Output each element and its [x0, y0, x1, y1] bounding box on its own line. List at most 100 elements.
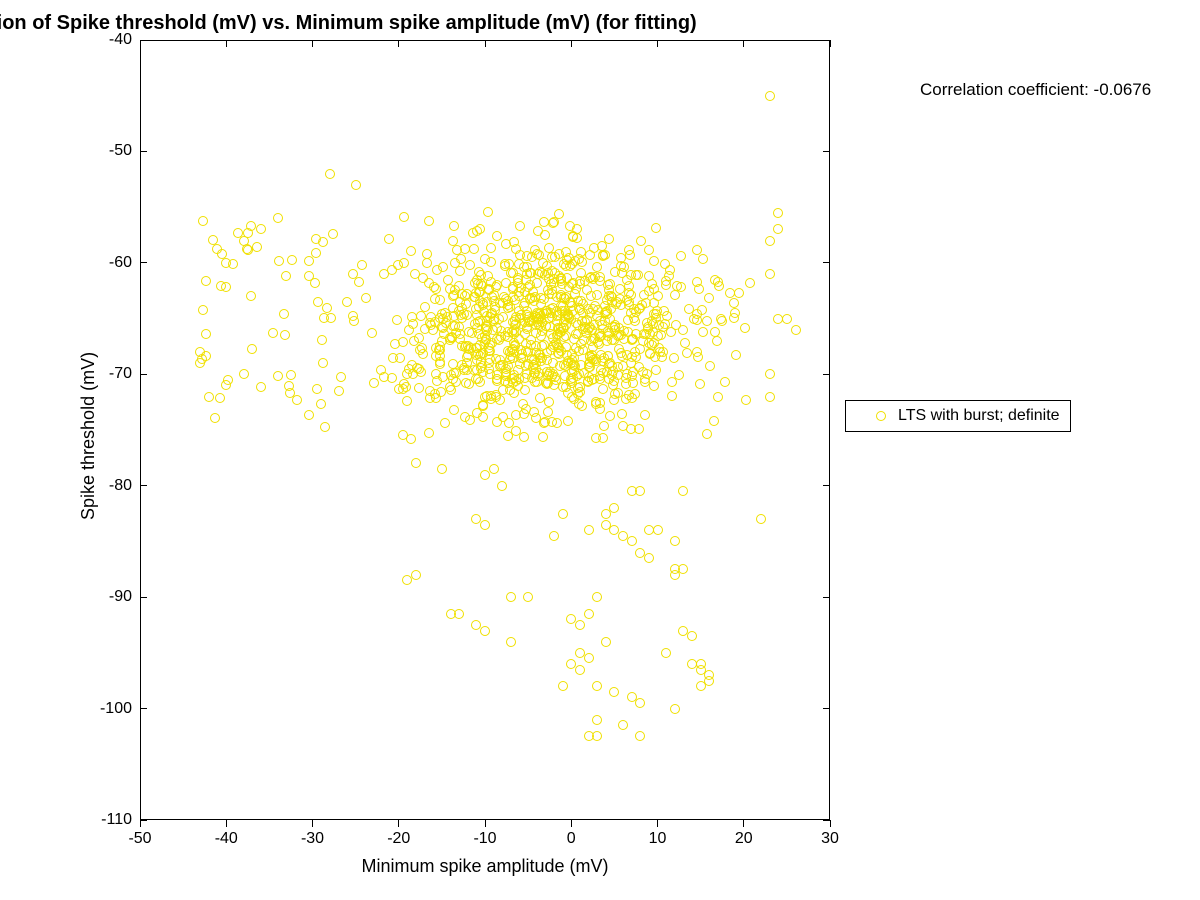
scatter-point: [652, 306, 662, 316]
x-tick-mark: [743, 820, 744, 827]
scatter-point: [558, 509, 568, 519]
scatter-point: [604, 374, 614, 384]
scatter-point: [285, 388, 295, 398]
scatter-point: [426, 320, 436, 330]
scatter-point: [635, 731, 645, 741]
scatter-point: [647, 340, 657, 350]
scatter-point: [607, 361, 617, 371]
scatter-point: [506, 268, 516, 278]
scatter-point: [438, 262, 448, 272]
scatter-point: [557, 306, 567, 316]
scatter-point: [631, 329, 641, 339]
scatter-point: [704, 676, 714, 686]
scatter-point: [577, 401, 587, 411]
scatter-point: [399, 212, 409, 222]
plot-area: [140, 40, 830, 820]
x-tick-mark-top: [571, 40, 572, 47]
scatter-point: [623, 315, 633, 325]
scatter-point: [474, 302, 484, 312]
scatter-point: [446, 609, 456, 619]
scatter-point: [566, 298, 576, 308]
scatter-point: [574, 369, 584, 379]
scatter-point: [210, 413, 220, 423]
scatter-point: [615, 294, 625, 304]
scatter-point: [348, 311, 358, 321]
correlation-annotation: Correlation coefficient: -0.0676: [920, 80, 1151, 100]
scatter-point: [595, 398, 605, 408]
scatter-point: [562, 273, 572, 283]
scatter-point: [575, 305, 585, 315]
scatter-point: [717, 316, 727, 326]
scatter-point: [656, 330, 666, 340]
x-tick-mark-top: [830, 40, 831, 47]
scatter-point: [281, 271, 291, 281]
scatter-point: [503, 346, 513, 356]
scatter-point: [782, 314, 792, 324]
scatter-point: [553, 329, 563, 339]
scatter-point: [576, 360, 586, 370]
scatter-point: [765, 236, 775, 246]
scatter-point: [634, 304, 644, 314]
scatter-point: [616, 253, 626, 263]
scatter-point: [475, 224, 485, 234]
scatter-point: [651, 223, 661, 233]
y-tick-mark: [140, 485, 147, 486]
scatter-point: [592, 592, 602, 602]
scatter-point: [617, 409, 627, 419]
scatter-point: [644, 245, 654, 255]
scatter-point: [597, 241, 607, 251]
y-tick-mark-right: [823, 40, 830, 41]
scatter-point: [424, 278, 434, 288]
scatter-point: [765, 91, 775, 101]
scatter-point: [411, 570, 421, 580]
scatter-point: [661, 648, 671, 658]
x-axis-label: Minimum spike amplitude (mV): [361, 856, 608, 877]
scatter-point: [674, 370, 684, 380]
scatter-point: [198, 216, 208, 226]
scatter-point: [256, 224, 266, 234]
scatter-point: [692, 245, 702, 255]
scatter-point: [239, 236, 249, 246]
scatter-point: [617, 351, 627, 361]
scatter-point: [478, 400, 488, 410]
scatter-point: [670, 704, 680, 714]
y-tick-mark: [140, 151, 147, 152]
scatter-point: [516, 353, 526, 363]
scatter-point: [446, 370, 456, 380]
scatter-point: [322, 303, 332, 313]
scatter-point: [472, 343, 482, 353]
scatter-point: [455, 266, 465, 276]
scatter-point: [530, 377, 540, 387]
scatter-point: [649, 381, 659, 391]
scatter-point: [273, 371, 283, 381]
scatter-point: [320, 422, 330, 432]
scatter-point: [678, 564, 688, 574]
scatter-point: [605, 411, 615, 421]
scatter-point: [740, 323, 750, 333]
scatter-point: [676, 251, 686, 261]
scatter-point: [765, 392, 775, 402]
scatter-point: [478, 412, 488, 422]
x-tick-mark: [657, 820, 658, 827]
scatter-point: [486, 243, 496, 253]
scatter-point: [682, 348, 692, 358]
scatter-point: [361, 293, 371, 303]
scatter-point: [600, 301, 610, 311]
scatter-point: [424, 216, 434, 226]
scatter-point: [198, 305, 208, 315]
y-tick-label: -90: [109, 588, 132, 606]
scatter-point: [567, 259, 577, 269]
scatter-point: [544, 243, 554, 253]
scatter-point: [741, 395, 751, 405]
scatter-point: [585, 352, 595, 362]
scatter-point: [546, 304, 556, 314]
scatter-point: [563, 416, 573, 426]
scatter-point: [624, 288, 634, 298]
scatter-point: [439, 329, 449, 339]
scatter-point: [483, 271, 493, 281]
x-tick-mark: [485, 820, 486, 827]
scatter-point: [544, 274, 554, 284]
scatter-point: [725, 288, 735, 298]
scatter-point: [292, 395, 302, 405]
scatter-point: [601, 509, 611, 519]
